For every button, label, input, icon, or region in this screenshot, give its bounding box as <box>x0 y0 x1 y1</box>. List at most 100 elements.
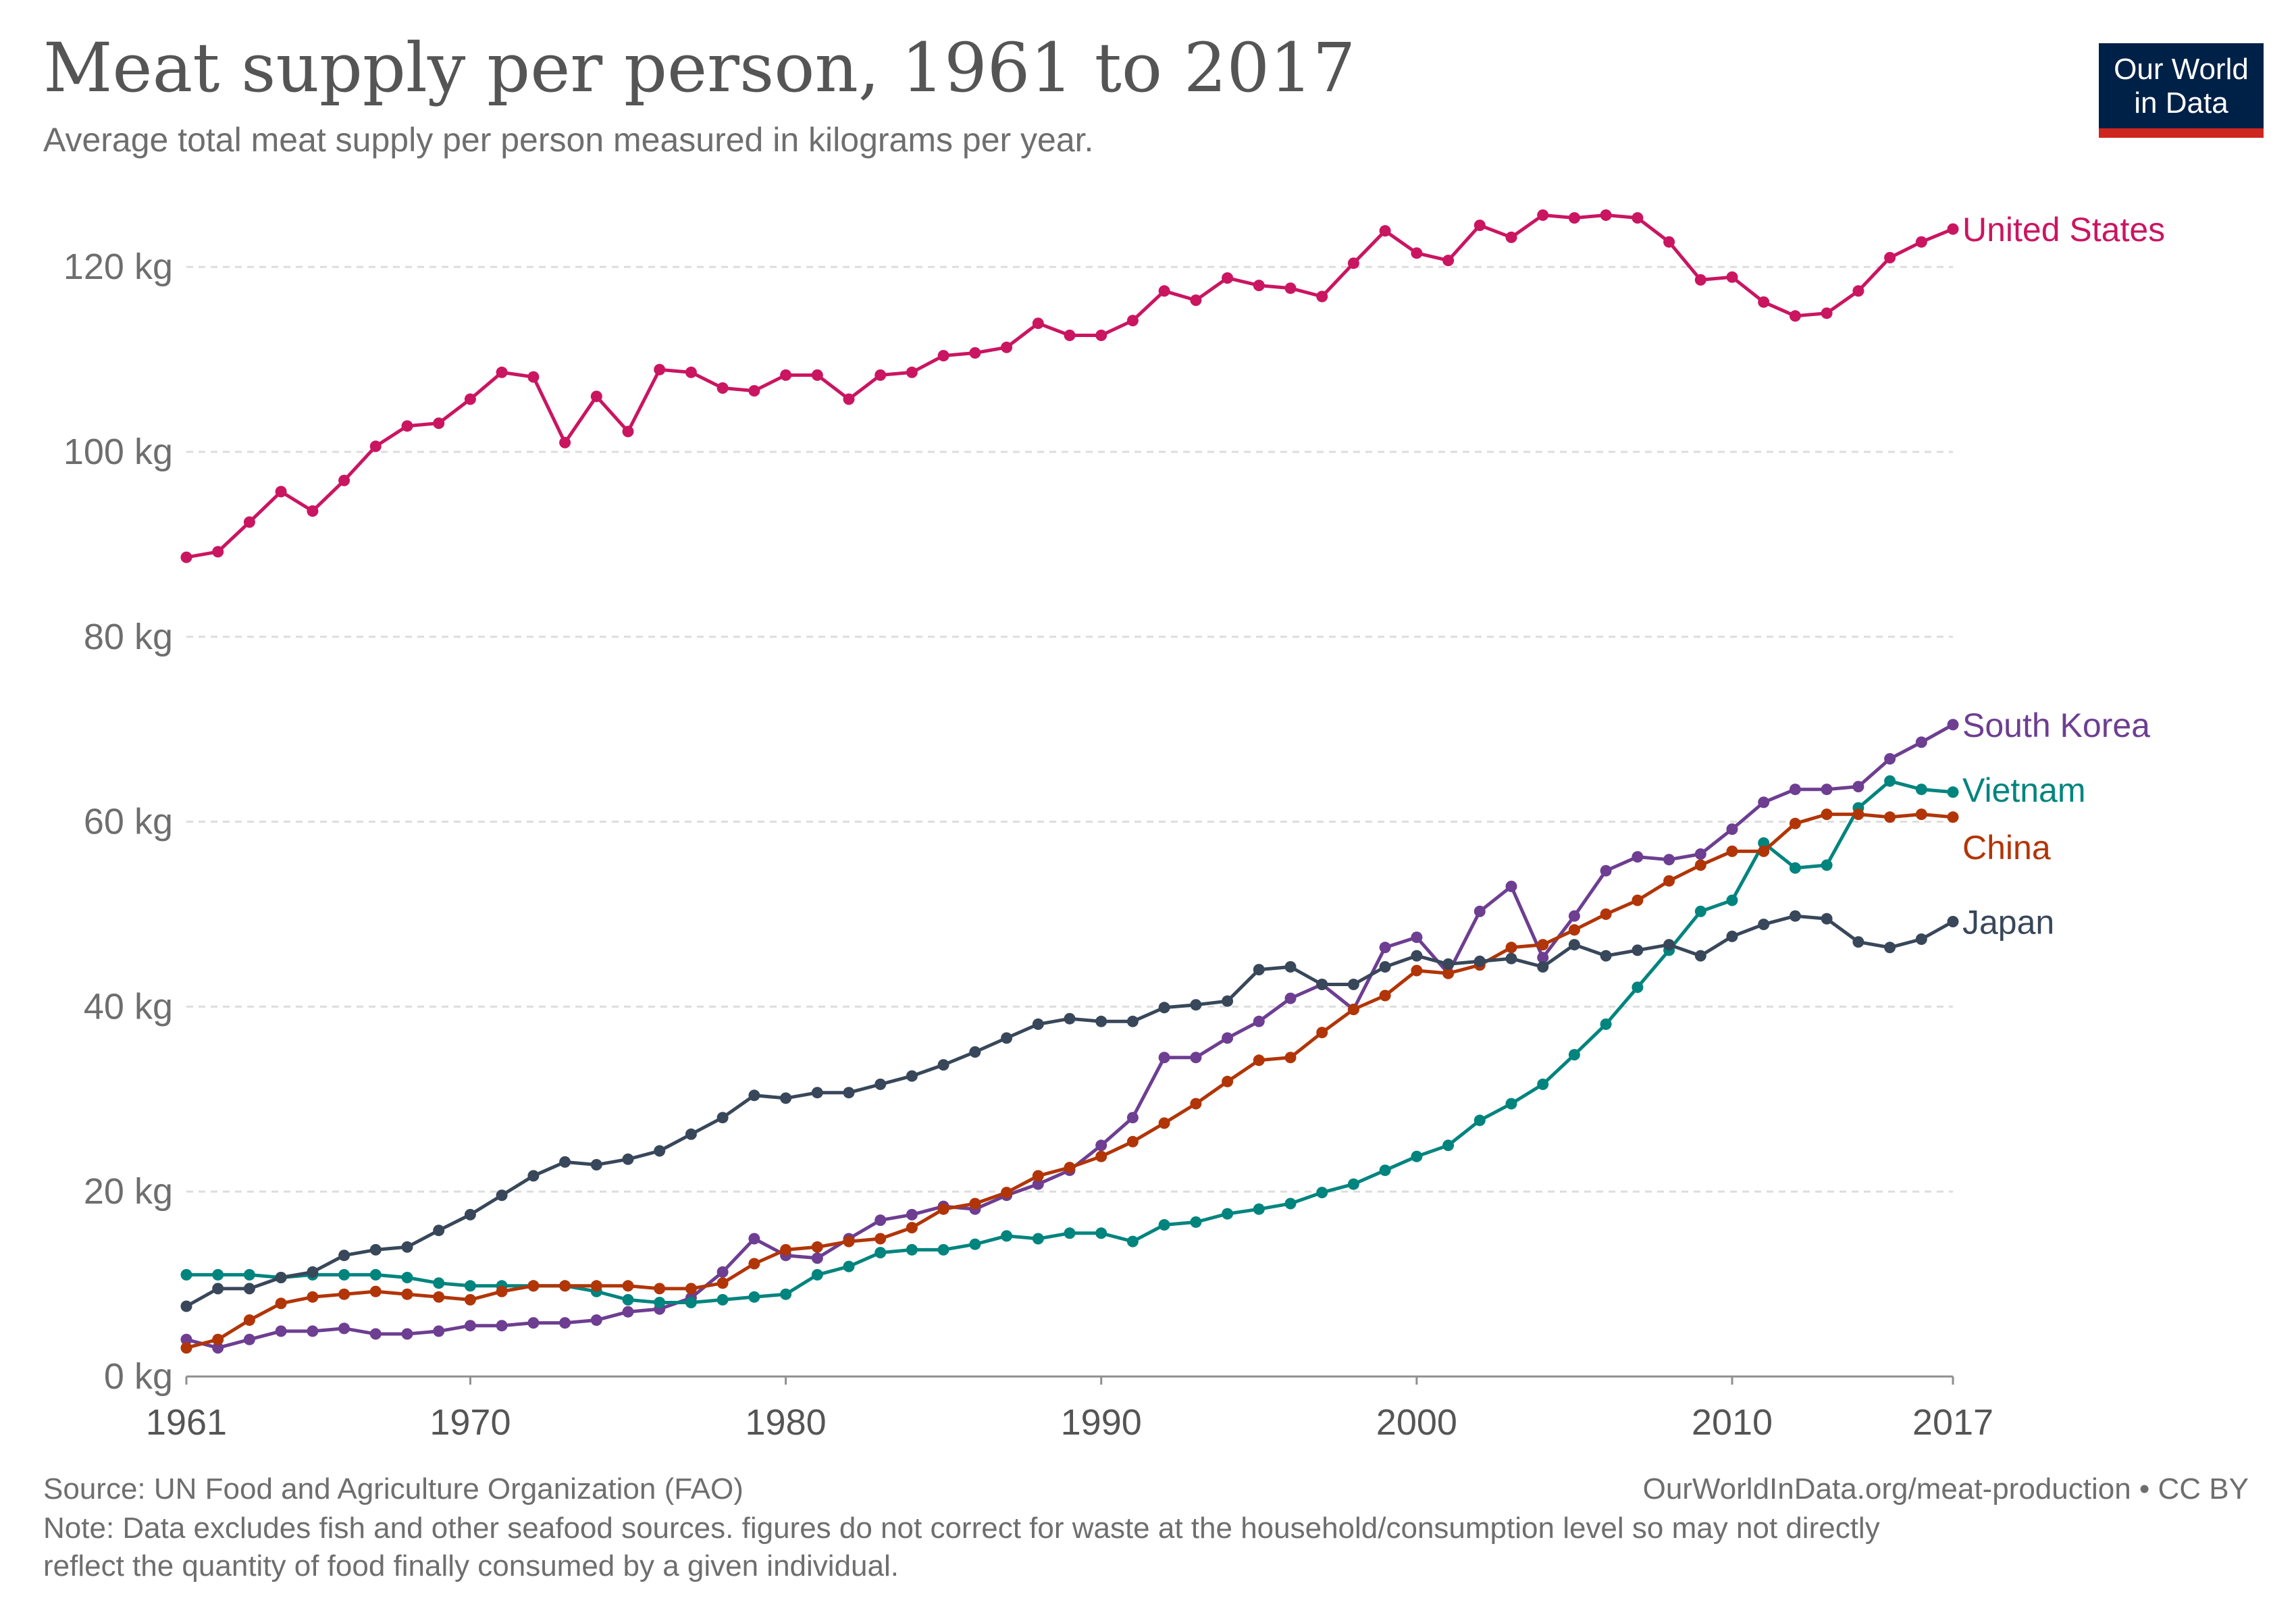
data-point-japan[interactable] <box>716 1112 729 1124</box>
data-point-china[interactable] <box>937 1203 949 1215</box>
data-point-united-states[interactable] <box>1852 285 1864 297</box>
data-point-united-states[interactable] <box>685 366 697 378</box>
data-point-united-states[interactable] <box>1222 272 1234 284</box>
data-point-vietnam[interactable] <box>1821 859 1833 871</box>
data-point-vietnam[interactable] <box>1473 1114 1486 1127</box>
data-point-japan[interactable] <box>1694 950 1706 962</box>
data-point-united-states[interactable] <box>1758 296 1770 308</box>
data-point-vietnam[interactable] <box>716 1293 729 1306</box>
data-point-united-states[interactable] <box>464 393 476 405</box>
data-point-vietnam[interactable] <box>1568 1049 1580 1061</box>
data-point-china[interactable] <box>180 1342 192 1354</box>
data-point-south-korea[interactable] <box>1884 753 1896 765</box>
data-point-japan[interactable] <box>1411 950 1423 962</box>
data-point-united-states[interactable] <box>433 417 445 430</box>
data-point-japan[interactable] <box>1600 950 1612 962</box>
data-point-china[interactable] <box>1253 1054 1265 1066</box>
data-point-united-states[interactable] <box>1379 225 1391 237</box>
data-point-vietnam[interactable] <box>969 1238 981 1250</box>
data-point-china[interactable] <box>875 1233 887 1245</box>
data-point-vietnam[interactable] <box>1095 1227 1107 1239</box>
data-point-japan[interactable] <box>811 1087 823 1099</box>
data-point-china[interactable] <box>1222 1075 1234 1087</box>
data-point-vietnam[interactable] <box>1316 1187 1328 1199</box>
data-point-south-korea[interactable] <box>811 1252 823 1264</box>
data-point-vietnam[interactable] <box>1222 1208 1234 1220</box>
data-point-south-korea[interactable] <box>1505 880 1517 892</box>
data-point-united-states[interactable] <box>875 369 887 381</box>
data-point-south-korea[interactable] <box>1537 952 1549 964</box>
data-point-japan[interactable] <box>590 1159 602 1170</box>
series-line-china[interactable] <box>186 813 1954 1350</box>
data-point-china[interactable] <box>1947 811 1959 823</box>
series-united-states[interactable] <box>180 209 1959 563</box>
series-label-china[interactable]: China <box>1962 829 2051 867</box>
data-point-united-states[interactable] <box>1284 282 1297 294</box>
data-point-china[interactable] <box>685 1283 697 1295</box>
data-point-vietnam[interactable] <box>811 1268 823 1281</box>
data-point-united-states[interactable] <box>527 371 540 383</box>
data-point-vietnam[interactable] <box>685 1297 697 1308</box>
data-point-vietnam[interactable] <box>1884 775 1896 787</box>
data-point-japan[interactable] <box>1095 1015 1107 1027</box>
data-point-japan[interactable] <box>1726 930 1738 942</box>
data-point-china[interactable] <box>780 1243 792 1256</box>
data-point-united-states[interactable] <box>559 436 571 448</box>
data-point-united-states[interactable] <box>1347 257 1359 269</box>
data-point-united-states[interactable] <box>1253 280 1265 292</box>
data-point-united-states[interactable] <box>1568 212 1580 224</box>
data-point-japan[interactable] <box>1158 1002 1170 1014</box>
data-point-china[interactable] <box>464 1293 476 1306</box>
data-point-japan[interactable] <box>1032 1018 1044 1030</box>
data-point-united-states[interactable] <box>1663 236 1675 248</box>
data-point-south-korea[interactable] <box>1915 736 1927 748</box>
data-point-south-korea[interactable] <box>1694 848 1706 860</box>
data-point-japan[interactable] <box>906 1070 918 1082</box>
data-point-south-korea[interactable] <box>1126 1112 1139 1124</box>
data-point-south-korea[interactable] <box>369 1328 382 1340</box>
data-point-china[interactable] <box>811 1241 823 1253</box>
data-point-south-korea[interactable] <box>906 1208 918 1220</box>
data-point-united-states[interactable] <box>811 369 823 381</box>
data-point-china[interactable] <box>1505 942 1517 954</box>
data-point-china[interactable] <box>1758 845 1770 857</box>
data-point-japan[interactable] <box>654 1145 666 1157</box>
data-point-vietnam[interactable] <box>1126 1235 1139 1247</box>
data-point-united-states[interactable] <box>1095 330 1107 341</box>
data-point-japan[interactable] <box>1915 933 1927 945</box>
data-point-united-states[interactable] <box>1442 255 1455 267</box>
data-point-south-korea[interactable] <box>1222 1032 1234 1044</box>
data-point-south-korea[interactable] <box>243 1333 255 1345</box>
data-point-japan[interactable] <box>1347 979 1359 990</box>
data-point-china[interactable] <box>1852 808 1864 821</box>
data-point-vietnam[interactable] <box>401 1272 413 1283</box>
data-point-vietnam[interactable] <box>1032 1233 1044 1245</box>
data-point-china[interactable] <box>1095 1150 1107 1162</box>
data-point-vietnam[interactable] <box>243 1268 255 1281</box>
data-point-united-states[interactable] <box>654 363 666 376</box>
data-point-united-states[interactable] <box>496 366 508 378</box>
data-point-south-korea[interactable] <box>1663 854 1675 866</box>
data-point-vietnam[interactable] <box>369 1268 382 1281</box>
data-point-japan[interactable] <box>748 1089 760 1102</box>
data-point-china[interactable] <box>1632 894 1644 906</box>
data-point-united-states[interactable] <box>622 426 634 438</box>
data-point-united-states[interactable] <box>1473 220 1486 232</box>
data-point-vietnam[interactable] <box>1190 1216 1202 1228</box>
data-point-japan[interactable] <box>1442 958 1455 970</box>
data-point-china[interactable] <box>622 1280 634 1292</box>
data-point-united-states[interactable] <box>1411 247 1423 259</box>
data-point-south-korea[interactable] <box>1726 823 1738 835</box>
data-point-united-states[interactable] <box>1632 212 1644 224</box>
data-point-china[interactable] <box>401 1288 413 1300</box>
data-point-south-korea[interactable] <box>527 1317 540 1329</box>
data-point-japan[interactable] <box>843 1087 855 1099</box>
data-point-south-korea[interactable] <box>1568 910 1580 922</box>
data-point-vietnam[interactable] <box>1600 1018 1612 1030</box>
data-point-japan[interactable] <box>180 1300 192 1312</box>
data-point-vietnam[interactable] <box>1158 1219 1170 1231</box>
data-point-united-states[interactable] <box>1158 285 1170 297</box>
data-point-south-korea[interactable] <box>1284 992 1297 1004</box>
data-point-japan[interactable] <box>401 1241 413 1253</box>
data-point-china[interactable] <box>1821 808 1833 821</box>
